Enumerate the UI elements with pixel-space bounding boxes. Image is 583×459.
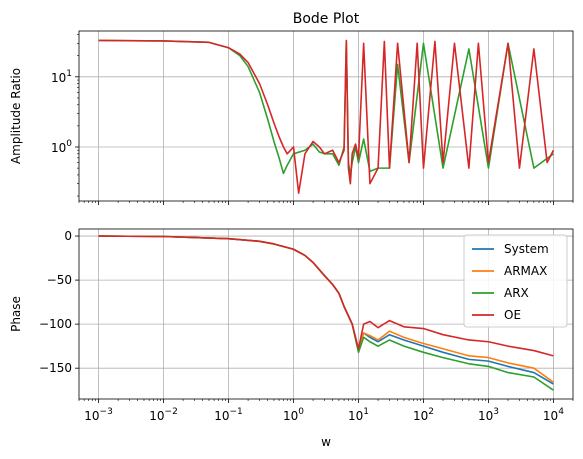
x-tick-label: 10−1 <box>214 407 243 423</box>
series-line-oe <box>98 39 555 194</box>
legend: System ARMAX ARX OE <box>463 234 568 328</box>
y-tick-label: 0 <box>64 229 72 243</box>
subplot-amplitude: 100 101 Bode Plot Amplitude Ratio <box>9 11 574 205</box>
legend-box <box>463 234 568 328</box>
chart-title: Bode Plot <box>293 11 360 27</box>
subplot-phase: 0 −50 −100 −150 10−3 10−2 10−1 100 101 102 103 104 P… <box>9 228 574 449</box>
x-tick-label: 101 <box>348 407 369 423</box>
y-tick-label: −50 <box>47 273 72 287</box>
x-tick-label: 10−2 <box>149 407 178 423</box>
legend-label-system: System <box>504 242 549 256</box>
x-tick-label: 103 <box>478 407 499 423</box>
y-axis-label: Phase <box>9 296 23 332</box>
y-tick-label: −100 <box>39 317 72 331</box>
legend-label-oe: OE <box>504 308 521 322</box>
plot-frame <box>78 228 574 400</box>
x-tick-label: 10−3 <box>84 407 113 423</box>
y-tick-label: −150 <box>39 361 72 375</box>
legend-label-arx: ARX <box>504 286 529 300</box>
x-axis-label: w <box>321 435 331 449</box>
legend-label-armax: ARMAX <box>504 264 547 278</box>
x-tick-label: 100 <box>283 407 304 423</box>
y-tick-label: 101 <box>51 69 72 85</box>
plot-frame <box>78 30 574 202</box>
series-line-arx <box>98 39 554 176</box>
y-tick-label: 100 <box>51 139 72 155</box>
series-line-oe <box>98 235 554 357</box>
series-group <box>98 235 554 391</box>
x-tick-label: 102 <box>413 407 434 423</box>
series-group <box>98 39 555 194</box>
x-tick-label: 104 <box>543 407 564 423</box>
y-axis-label: Amplitude Ratio <box>9 68 23 164</box>
